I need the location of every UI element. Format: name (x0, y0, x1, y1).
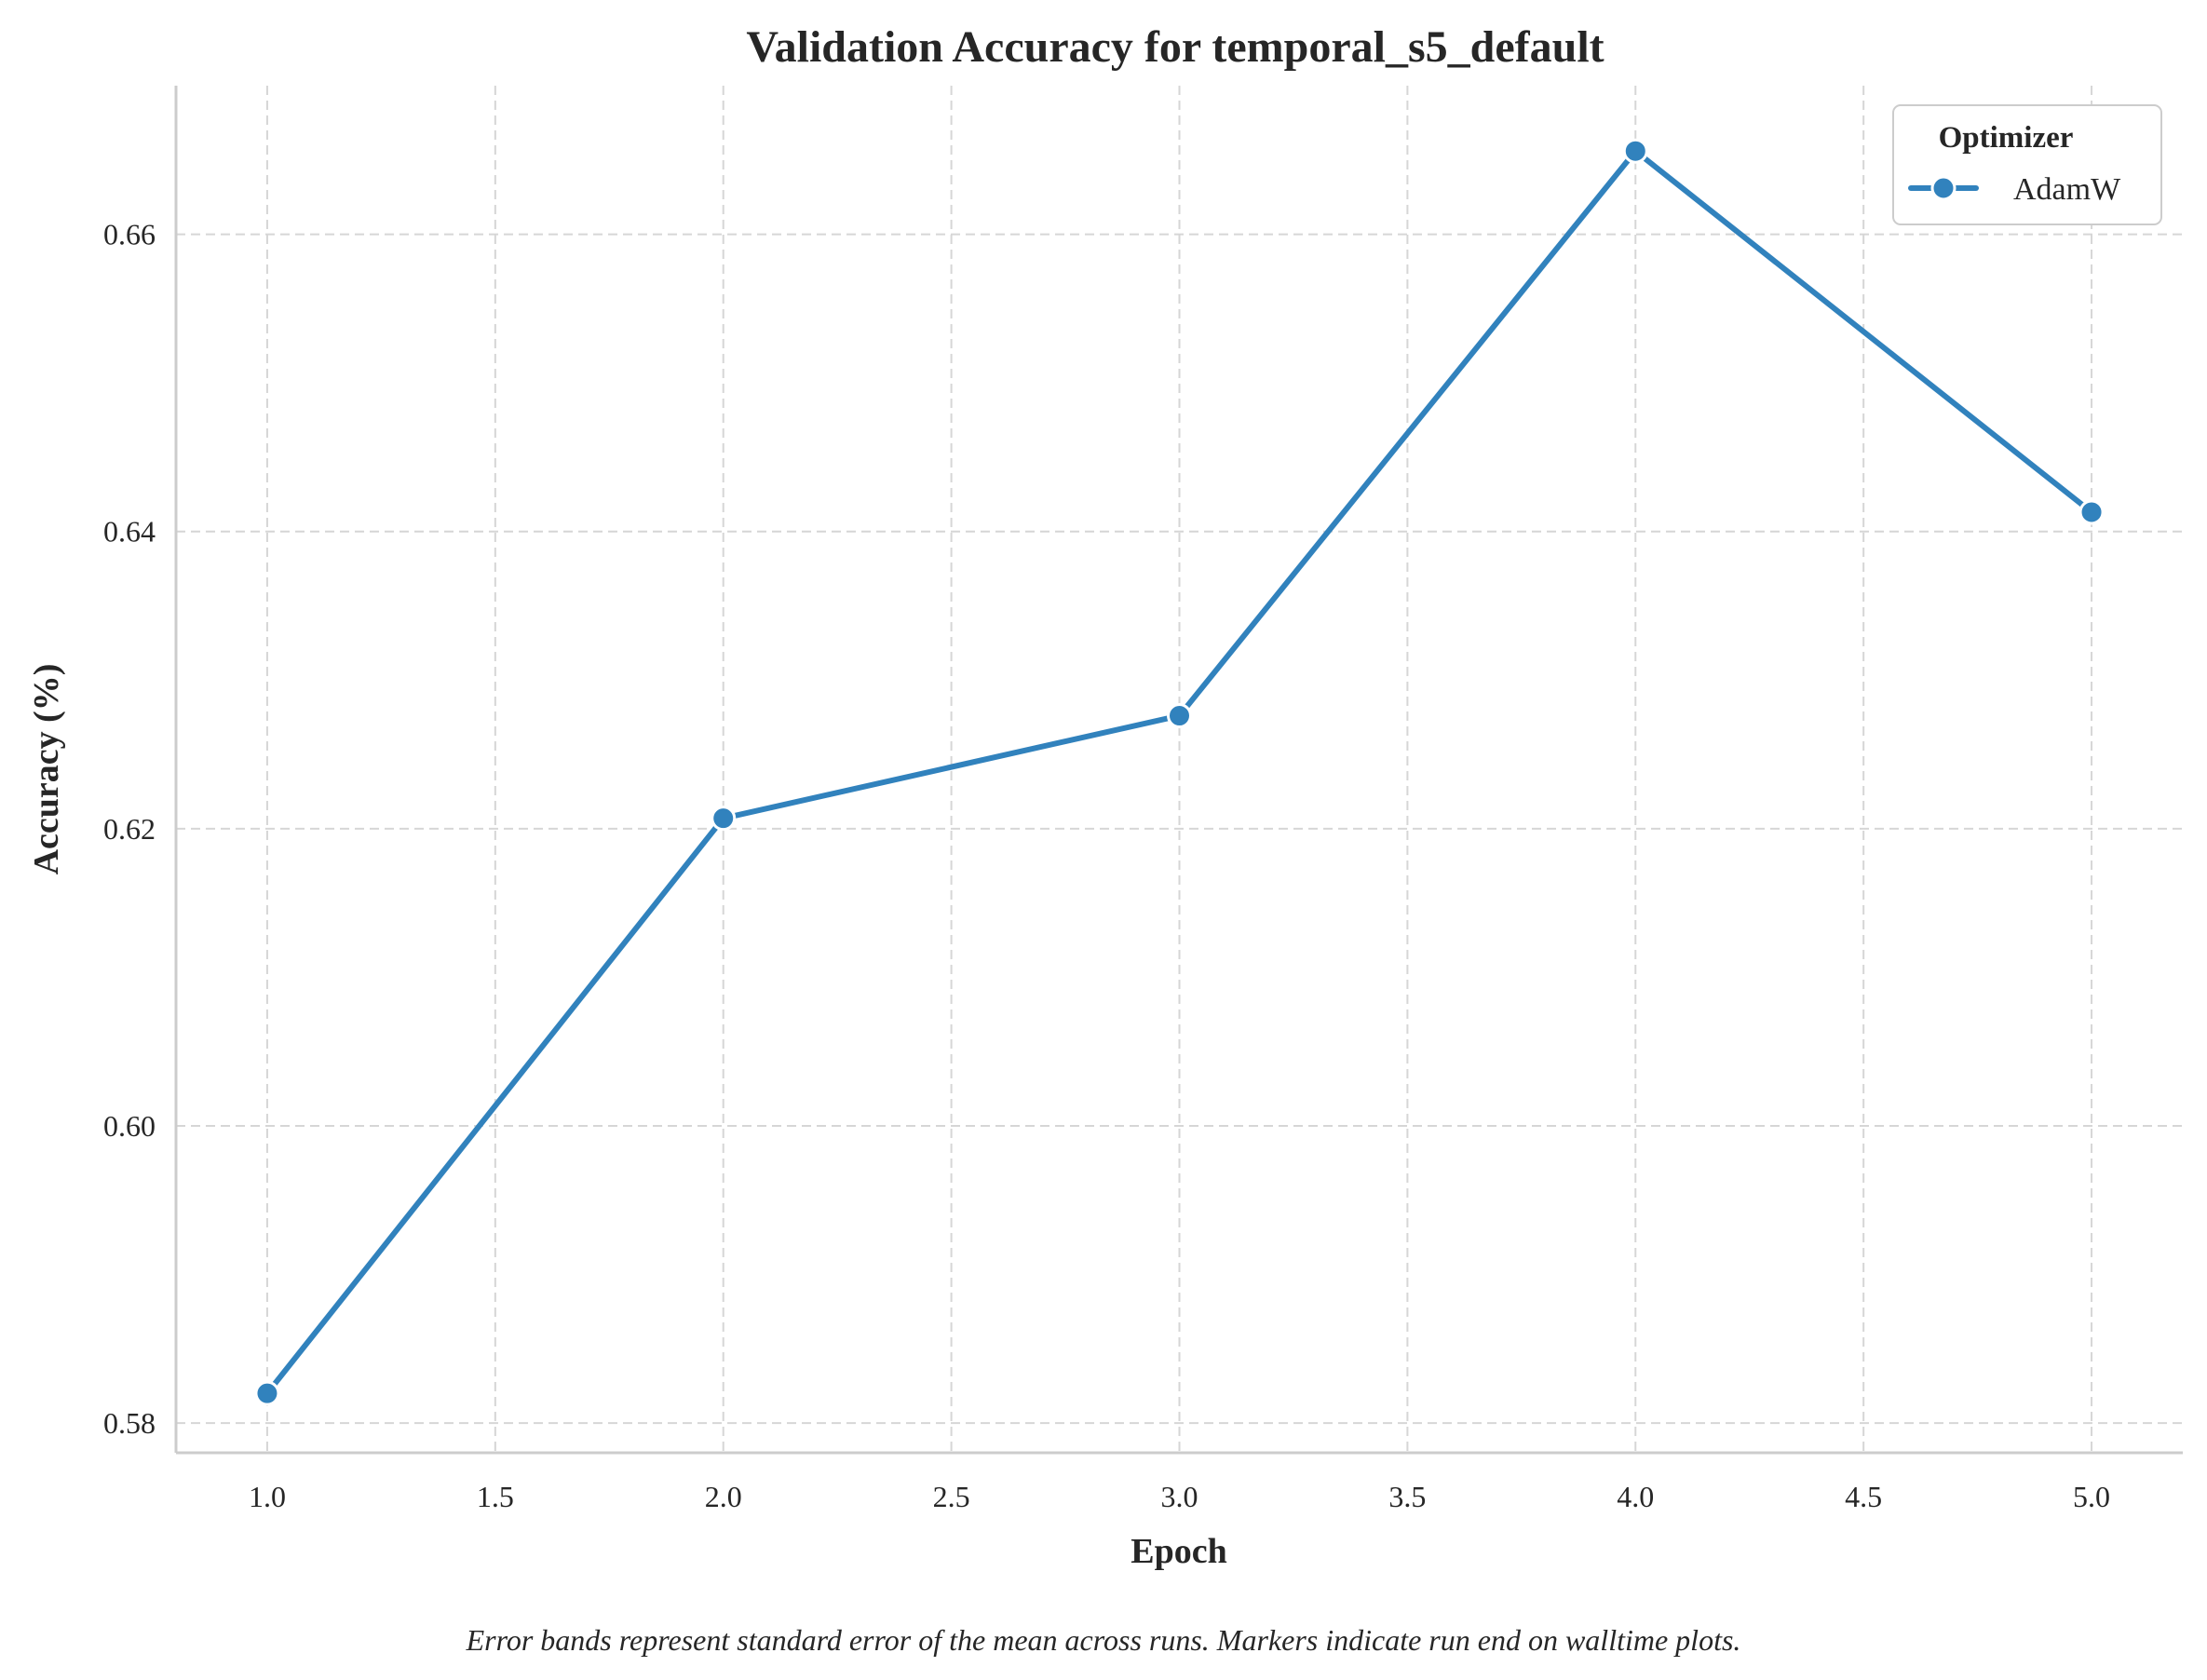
legend-box (1892, 104, 2162, 225)
y-tick-label: 0.60 (103, 1109, 156, 1143)
data-point (2078, 499, 2105, 525)
x-tick-label: 3.5 (1388, 1480, 1426, 1513)
data-point (1167, 703, 1192, 729)
x-tick-label: 2.0 (705, 1480, 742, 1513)
y-tick-labels: 0.58 0.60 0.62 0.64 0.66 (103, 218, 156, 1441)
y-axis-label: Accuracy (%) (27, 664, 66, 875)
x-axis-label: Epoch (1131, 1532, 1226, 1571)
series-layer (254, 138, 2105, 1406)
x-tick-labels: 1.0 1.5 2.0 2.5 3.0 3.5 4.0 4.5 5.0 (249, 1480, 2110, 1513)
legend-title: Optimizer (1939, 121, 2074, 155)
data-point (711, 806, 737, 832)
x-tick-label: 4.0 (1617, 1480, 1654, 1513)
chart-caption: Error bands represent standard error of … (466, 1623, 1741, 1657)
data-point (254, 1380, 280, 1406)
y-tick-label: 0.58 (103, 1406, 156, 1440)
x-tick-label: 3.0 (1161, 1480, 1198, 1513)
legend: Optimizer AdamW (1892, 104, 2162, 225)
y-grid-lines (176, 233, 2183, 1425)
x-tick-label: 1.5 (477, 1480, 514, 1513)
x-grid-lines (265, 86, 2093, 1453)
chart-title: Validation Accuracy for temporal_s5_defa… (746, 22, 1604, 72)
y-tick-label: 0.64 (103, 515, 156, 549)
y-tick-label: 0.66 (103, 218, 156, 251)
legend-swatch-marker (1930, 175, 1957, 201)
x-tick-label: 4.5 (1845, 1480, 1882, 1513)
x-tick-label: 2.5 (933, 1480, 970, 1513)
legend-label-adamw: AdamW (2013, 172, 2121, 207)
y-tick-label: 0.62 (103, 812, 156, 846)
x-tick-label: 5.0 (2073, 1480, 2110, 1513)
data-point (1622, 138, 1648, 164)
x-tick-label: 1.0 (249, 1480, 286, 1513)
